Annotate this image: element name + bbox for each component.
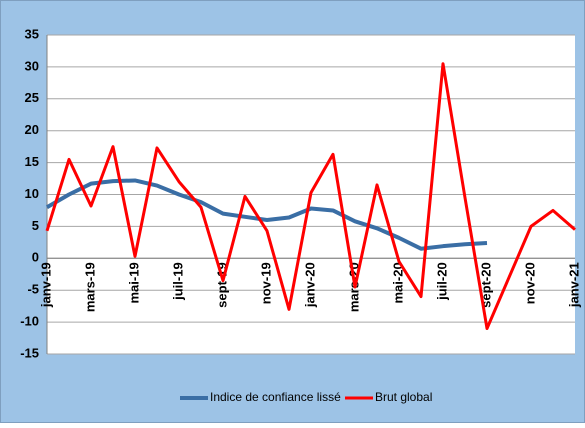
legend-label: Brut global [375, 390, 432, 404]
y-tick-label: 5 [32, 218, 39, 233]
x-tick-label: janv-21 [566, 262, 581, 308]
legend-label: Indice de confiance lissé [210, 390, 341, 404]
y-tick-label: 15 [25, 154, 39, 169]
x-tick-label: juil-20 [434, 262, 449, 301]
y-tick-label: 35 [25, 26, 39, 41]
y-tick-label: -10 [20, 314, 39, 329]
y-tick-label: 10 [25, 186, 39, 201]
y-tick-label: 30 [25, 58, 39, 73]
x-tick-label: mai-19 [126, 262, 141, 303]
x-tick-label: janv-19 [38, 262, 53, 308]
series-line [45, 62, 576, 330]
y-tick-label: 25 [25, 90, 39, 105]
x-tick-label: nov-20 [522, 262, 537, 304]
y-tick-label: 20 [25, 122, 39, 137]
x-tick-label: janv-20 [302, 262, 317, 308]
x-tick-label: mars-19 [82, 262, 97, 312]
x-tick-label: mai-20 [390, 262, 405, 303]
x-tick-label: nov-19 [258, 262, 273, 304]
x-tick-label: juil-19 [170, 262, 185, 301]
y-tick-label: -5 [27, 282, 39, 297]
y-tick-label: 0 [32, 250, 39, 265]
y-tick-label: -15 [20, 345, 39, 360]
